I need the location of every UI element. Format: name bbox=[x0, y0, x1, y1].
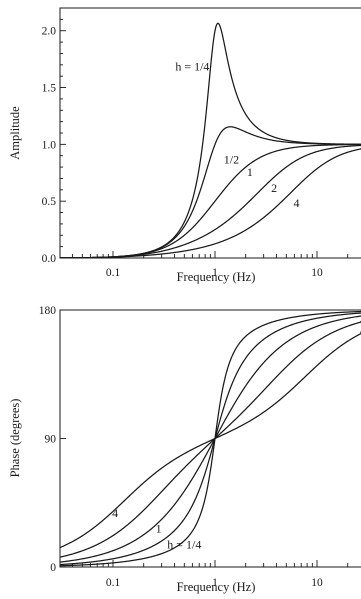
y-tick-label: 180 bbox=[39, 305, 57, 317]
phase-y-axis-title: Phase (degrees) bbox=[8, 399, 22, 478]
amplitude-tick-labels: 0.1 1 10 0.0 0.5 1.0 1.5 2.0 bbox=[42, 26, 323, 279]
curve-label: 2 bbox=[271, 181, 277, 195]
x-tick-label: 10 bbox=[311, 577, 323, 589]
phase-ticks bbox=[60, 309, 349, 568]
y-tick-label: 0.5 bbox=[42, 196, 57, 208]
curve-label: 1/2 bbox=[224, 153, 239, 167]
y-tick-label: 1.5 bbox=[42, 83, 57, 95]
amplitude-y-axis-title: Amplitude bbox=[8, 106, 22, 160]
amplitude-curves bbox=[59, 22, 361, 259]
curve-h-2 bbox=[59, 320, 361, 558]
phase-tick-labels: 0.1 1 10 0 90 180 bbox=[39, 305, 323, 589]
curve-label: h = 1/4 bbox=[167, 537, 201, 551]
curve-label: 1 bbox=[156, 522, 162, 536]
y-tick-label: 2.0 bbox=[42, 26, 57, 38]
curve-h-0_25 bbox=[59, 22, 361, 259]
amplitude-x-axis-title: Frequency (Hz) bbox=[177, 270, 256, 284]
x-tick-label: 0.1 bbox=[106, 577, 121, 589]
curve-h-4 bbox=[59, 148, 361, 259]
curve-h-0_5 bbox=[59, 312, 361, 566]
y-tick-label: 0 bbox=[50, 562, 56, 574]
y-tick-label: 90 bbox=[45, 434, 57, 446]
curve-h-2 bbox=[59, 144, 361, 259]
curve-h-0_5 bbox=[59, 126, 361, 259]
x-tick-label: 10 bbox=[311, 267, 323, 279]
curve-label: h = 1/4 bbox=[175, 60, 209, 74]
phase-curves bbox=[59, 310, 361, 567]
amplitude-panel: h = 1/4 1/2 1 2 4 0.1 1 10 0.0 0.5 1.0 1.5 2.0 Freq… bbox=[8, 7, 361, 284]
phase-curve-labels: h = 1/4 1 4 bbox=[112, 506, 201, 551]
curve-h-1 bbox=[59, 315, 361, 563]
x-tick-label: 1 bbox=[212, 577, 218, 589]
phase-panel: h = 1/4 1 4 0.1 1 10 0 90 180 Frequency (Hz) Ph… bbox=[8, 305, 361, 594]
curve-label: 4 bbox=[112, 506, 118, 520]
phase-x-axis-title: Frequency (Hz) bbox=[177, 580, 256, 594]
x-tick-label: 1 bbox=[212, 267, 218, 279]
x-tick-label: 0.1 bbox=[106, 267, 121, 279]
curve-h-0_25 bbox=[59, 310, 361, 567]
curve-label: 1 bbox=[247, 165, 253, 179]
y-tick-label: 1.0 bbox=[42, 139, 57, 151]
amplitude-axes-frame bbox=[59, 7, 361, 259]
amplitude-curve-labels: h = 1/4 1/2 1 2 4 bbox=[175, 60, 299, 210]
y-tick-label: 0.0 bbox=[42, 253, 57, 265]
curve-h-4 bbox=[59, 331, 361, 549]
curve-h-1 bbox=[59, 143, 361, 259]
phase-axes-frame bbox=[59, 309, 361, 568]
curve-label: 4 bbox=[294, 196, 300, 210]
